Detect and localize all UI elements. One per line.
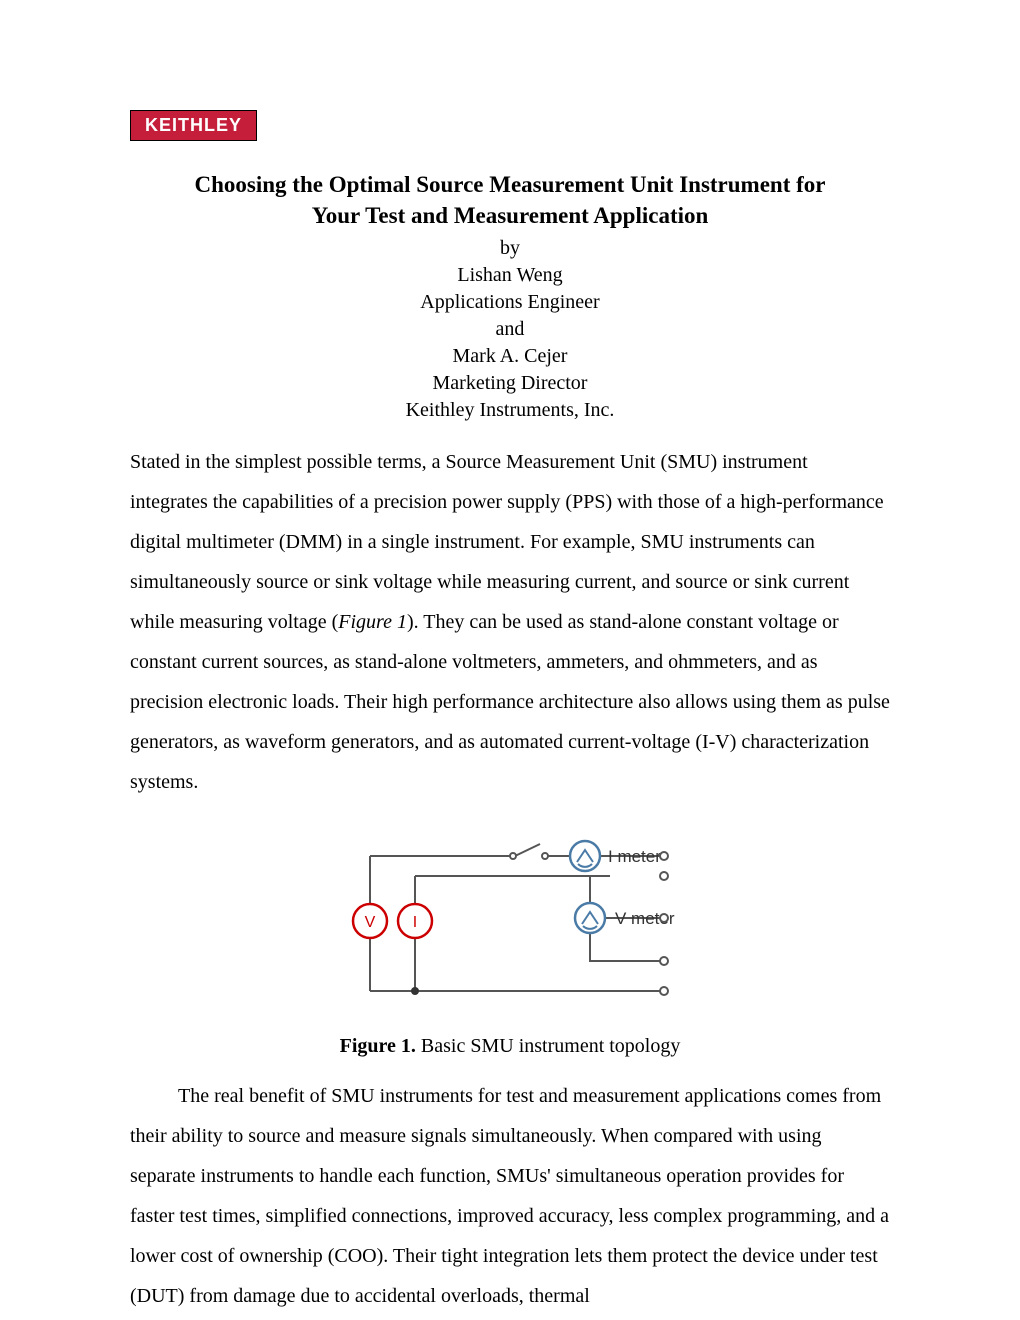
- byline-role1: Applications Engineer: [130, 289, 890, 316]
- byline-company: Keithley Instruments, Inc.: [130, 397, 890, 424]
- figure-1: V I I meter V meter I meter Figure 1. Ba…: [130, 826, 890, 1058]
- paragraph-2: The real benefit of SMU instruments for …: [130, 1076, 890, 1316]
- byline-author2: Mark A. Cejer: [130, 343, 890, 370]
- svg-text:I meter: I meter: [608, 847, 661, 866]
- i-source-label: I: [413, 914, 417, 931]
- circuit-diagram: V I I meter V meter I meter: [330, 826, 690, 1016]
- figure-1-caption: Figure 1. Basic SMU instrument topology: [130, 1035, 890, 1058]
- p1-figref: Figure 1: [338, 611, 407, 633]
- brand-logo: KEITHLEY: [130, 110, 257, 141]
- paragraph-1: Stated in the simplest possible terms, a…: [130, 442, 890, 802]
- byline-author1: Lishan Weng: [130, 262, 890, 289]
- title-line-1: Choosing the Optimal Source Measurement …: [195, 172, 826, 197]
- title-line-2: Your Test and Measurement Application: [312, 203, 709, 228]
- p1-part2: ). They can be used as stand-alone const…: [130, 611, 890, 793]
- byline-block: by Lishan Weng Applications Engineer and…: [130, 235, 890, 424]
- byline-and: and: [130, 316, 890, 343]
- document-title: Choosing the Optimal Source Measurement …: [130, 169, 890, 231]
- figure-caption-text: Basic SMU instrument topology: [416, 1035, 680, 1057]
- figure-caption-bold: Figure 1.: [340, 1035, 416, 1057]
- byline-role2: Marketing Director: [130, 370, 890, 397]
- p1-part1: Stated in the simplest possible terms, a…: [130, 451, 884, 633]
- byline-by: by: [130, 235, 890, 262]
- v-source-label: V: [365, 914, 376, 931]
